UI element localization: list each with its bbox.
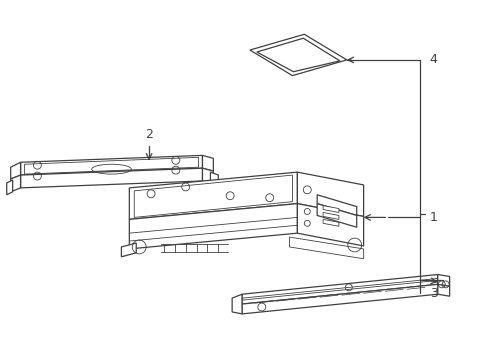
Polygon shape <box>323 219 338 226</box>
Polygon shape <box>11 175 20 192</box>
Polygon shape <box>202 168 213 184</box>
Polygon shape <box>20 168 202 188</box>
Polygon shape <box>242 275 437 304</box>
Polygon shape <box>317 195 356 215</box>
Polygon shape <box>11 162 20 179</box>
Polygon shape <box>323 212 338 219</box>
Text: 1: 1 <box>429 211 437 224</box>
Polygon shape <box>129 204 297 249</box>
Polygon shape <box>317 204 356 227</box>
Polygon shape <box>249 34 346 76</box>
Polygon shape <box>289 237 363 259</box>
Polygon shape <box>297 204 363 246</box>
Text: 2: 2 <box>145 127 153 141</box>
Text: 3: 3 <box>429 287 437 300</box>
Text: 4: 4 <box>429 53 437 66</box>
Polygon shape <box>437 284 449 296</box>
Polygon shape <box>210 172 218 187</box>
Polygon shape <box>232 294 242 314</box>
Polygon shape <box>121 243 136 257</box>
Polygon shape <box>129 172 297 219</box>
Polygon shape <box>323 206 338 212</box>
Polygon shape <box>202 156 213 171</box>
Polygon shape <box>20 156 202 175</box>
Polygon shape <box>297 172 363 216</box>
Polygon shape <box>242 284 437 314</box>
Polygon shape <box>7 180 13 195</box>
Polygon shape <box>437 275 449 286</box>
